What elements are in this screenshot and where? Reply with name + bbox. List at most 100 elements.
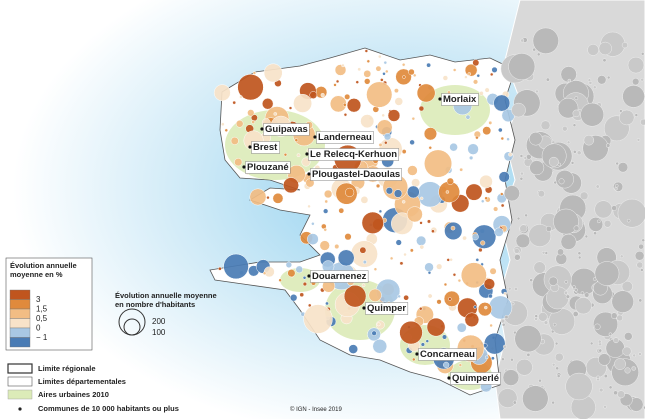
commune-outside [557,248,565,256]
commune-outside [511,102,526,118]
commune-outside [576,150,582,156]
commune [436,263,443,270]
commune-outside [554,341,559,346]
commune [368,288,382,302]
commune [385,69,389,74]
commune-outside [548,276,558,286]
commune [324,199,329,204]
commune-outside [550,329,555,334]
commune [441,334,448,340]
commune [307,204,311,209]
commune-outside [570,161,575,165]
commune [450,225,456,231]
commune-outside [563,290,568,295]
commune-outside [514,254,521,261]
commune [343,284,367,308]
commune [309,91,318,99]
commune-outside [572,123,577,127]
commune [393,88,399,94]
commune [283,152,288,157]
commune [235,119,244,128]
city-label: Concarneau [420,349,475,360]
commune [408,68,415,76]
commune [479,174,493,189]
commune [320,92,325,98]
commune [343,112,348,117]
commune [382,72,386,76]
size-label: 200 [152,317,166,326]
commune-outside [516,216,521,221]
commune [344,233,352,241]
commune-outside [555,170,574,189]
commune [355,80,360,84]
commune [372,338,388,354]
legend-title-line: Évolution annuelle moyenne [115,291,217,300]
commune-outside [538,378,542,383]
commune [483,278,495,290]
commune [296,153,301,158]
commune-outside [526,352,531,357]
commune-outside [523,156,528,160]
commune-outside [545,77,550,82]
class-label: − 1 [36,333,48,342]
commune-outside [508,53,536,81]
commune [387,109,401,122]
commune [475,135,479,140]
commune-outside [594,200,613,219]
city-label-box [263,123,310,136]
legend-title: Évolution annuelle moyenne en % [10,261,77,279]
commune [403,252,407,257]
commune-outside [572,311,579,317]
commune [490,356,495,361]
city-label: Morlaix [443,94,477,105]
commune [494,227,504,237]
commune [375,65,382,72]
commune-outside [573,225,580,232]
commune-outside [573,150,577,154]
commune [378,142,383,147]
city-label-box [310,168,402,181]
commune-outside [577,251,582,256]
commune-outside [519,154,524,158]
commune [467,143,479,155]
commune [452,68,457,72]
commune-outside [537,190,545,198]
commune-outside [640,77,644,82]
commune [377,54,382,59]
commune [362,259,367,265]
commune-outside [577,255,582,260]
commune [475,258,480,262]
commune [399,261,404,266]
commune [263,63,283,83]
commune-outside [529,160,545,176]
commune [416,235,427,246]
commune [498,171,510,183]
commune-outside [598,41,612,56]
commune-outside [617,390,626,399]
commune [335,79,340,84]
class-label: 1,5 [36,305,48,314]
commune [361,211,384,234]
commune-outside [624,332,633,341]
commune-outside [613,390,618,396]
commune [378,209,383,214]
commune [383,132,392,141]
commune-outside [500,318,506,324]
commune-outside [560,233,577,250]
commune [482,126,492,136]
commune [401,149,407,154]
commune-outside [572,109,581,118]
commune [333,83,337,87]
city-dot [248,145,252,149]
commune [338,207,345,214]
commune [484,196,488,200]
commune [465,114,471,120]
commune [456,322,467,333]
commune [319,240,330,251]
commune [395,239,402,246]
commune [407,165,418,176]
commune-outside [514,325,542,353]
commune-outside [594,261,620,286]
commune-outside [501,357,505,362]
city-label: Guipavas [265,124,308,135]
